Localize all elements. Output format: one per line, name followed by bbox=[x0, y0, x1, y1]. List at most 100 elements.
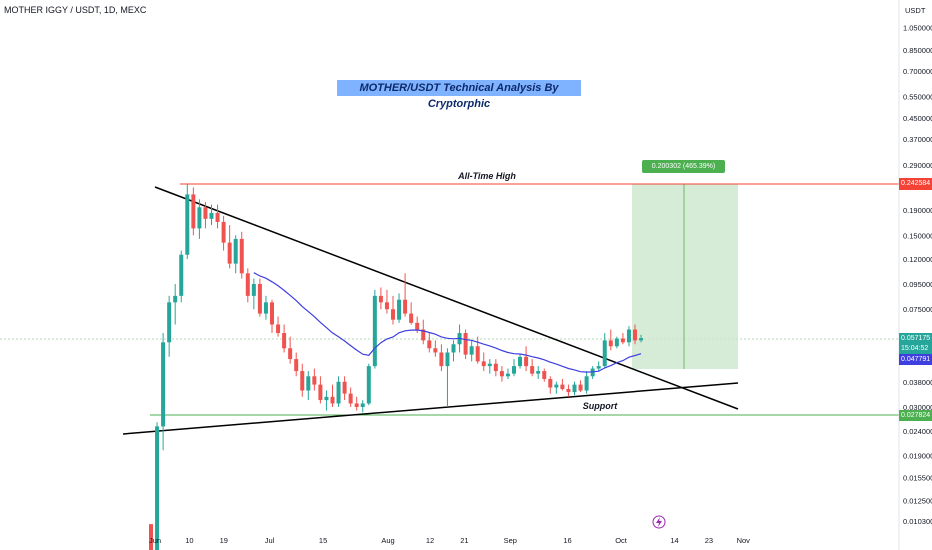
candle bbox=[403, 273, 408, 317]
candle bbox=[324, 390, 329, 411]
candle bbox=[548, 376, 553, 394]
candle bbox=[542, 368, 547, 382]
countdown-timer: 15:04:52 bbox=[901, 345, 929, 352]
current-price-value: 0.057175 bbox=[901, 335, 931, 342]
candle bbox=[197, 199, 202, 239]
ema-line bbox=[253, 272, 642, 373]
price-tick-label: 0.370000 bbox=[903, 135, 932, 144]
candle bbox=[336, 376, 341, 407]
candle bbox=[493, 359, 498, 377]
candle bbox=[215, 204, 220, 229]
candle bbox=[584, 371, 589, 394]
candle bbox=[463, 329, 468, 360]
candle bbox=[167, 295, 172, 357]
price-tick-label: 0.550000 bbox=[903, 93, 932, 102]
price-tick-label: 0.038000 bbox=[903, 378, 932, 387]
price-tick-label: 0.290000 bbox=[903, 161, 932, 170]
support-trendline bbox=[122, 382, 739, 435]
candle bbox=[203, 201, 208, 229]
candle bbox=[427, 333, 432, 353]
candle bbox=[409, 302, 414, 325]
candle bbox=[421, 319, 426, 345]
price-tick-label: 0.450000 bbox=[903, 114, 932, 123]
candle bbox=[209, 204, 214, 226]
candle bbox=[608, 329, 613, 351]
candle bbox=[487, 359, 492, 374]
current-price-tag: 0.057175 15:04:52 bbox=[899, 333, 932, 354]
time-tick-label: Oct bbox=[615, 536, 628, 545]
price-tick-label: 0.024000 bbox=[903, 427, 932, 436]
candle bbox=[348, 387, 353, 407]
candle bbox=[270, 299, 274, 334]
candle bbox=[578, 380, 583, 393]
candle bbox=[306, 371, 311, 401]
time-tick-label: Jun bbox=[149, 536, 161, 545]
price-axis-unit: USDT bbox=[905, 6, 926, 15]
price-axis[interactable]: USDT 1.050000 0.850000 0.700000 0.550000 0.45… bbox=[903, 6, 932, 526]
ema-price-tag: 0.047791 bbox=[899, 354, 932, 365]
candle bbox=[366, 363, 371, 406]
time-tick-label: 14 bbox=[670, 536, 678, 545]
candle bbox=[288, 336, 293, 364]
candle bbox=[469, 340, 474, 362]
candle bbox=[433, 340, 438, 357]
target-zone bbox=[632, 184, 738, 369]
time-tick-label: Nov bbox=[737, 536, 751, 545]
candle bbox=[276, 316, 281, 337]
price-tick-label: 0.700000 bbox=[903, 67, 932, 76]
measure-label: 0.200302 (465.39%) 200,302 bbox=[642, 160, 725, 183]
candle bbox=[312, 368, 317, 391]
time-tick-label: 16 bbox=[563, 536, 571, 545]
candle bbox=[239, 231, 244, 279]
price-tick-label: 0.010300 bbox=[903, 517, 932, 526]
candle bbox=[179, 250, 184, 303]
candle bbox=[530, 359, 535, 377]
candle bbox=[354, 396, 359, 411]
candle bbox=[221, 215, 226, 251]
price-tick-label: 0.019000 bbox=[903, 452, 932, 461]
candle bbox=[596, 361, 601, 372]
candle bbox=[602, 333, 607, 369]
candle bbox=[620, 333, 625, 345]
candle bbox=[245, 268, 250, 303]
time-tick-label: Sep bbox=[504, 536, 517, 545]
candle bbox=[233, 235, 238, 274]
candle bbox=[554, 381, 559, 394]
price-tick-label: 0.015500 bbox=[903, 473, 932, 482]
symbol-header: MOTHER IGGY / USDT, 1D, MEXC bbox=[4, 5, 147, 15]
candle bbox=[300, 363, 305, 397]
lightning-icon[interactable] bbox=[652, 515, 666, 529]
resistance-trendline bbox=[154, 186, 739, 410]
candle bbox=[512, 359, 516, 377]
time-tick-label: 23 bbox=[705, 536, 713, 545]
candle bbox=[451, 340, 456, 362]
candle bbox=[481, 352, 486, 372]
price-tick-label: 0.190000 bbox=[903, 206, 932, 215]
candle bbox=[149, 524, 153, 550]
price-tick-label: 0.030000 bbox=[903, 403, 932, 412]
candle bbox=[372, 289, 377, 369]
candle bbox=[227, 225, 232, 269]
time-tick-label: 19 bbox=[220, 536, 228, 545]
candle bbox=[155, 422, 160, 550]
candle bbox=[173, 284, 178, 325]
candle bbox=[590, 366, 595, 379]
price-tick-label: 0.095000 bbox=[903, 280, 932, 289]
time-axis[interactable]: Jun 10 19 Jul 15 Aug 12 21 Sep 16 Oct 14 23 Nov bbox=[149, 536, 750, 545]
price-tick-label: 0.012500 bbox=[903, 496, 932, 505]
candle bbox=[633, 324, 637, 345]
price-tick-label: 0.075000 bbox=[903, 305, 932, 314]
candle bbox=[161, 333, 166, 451]
candles-group bbox=[149, 183, 644, 550]
candle bbox=[318, 376, 323, 404]
candle bbox=[518, 354, 523, 369]
candle bbox=[282, 324, 287, 353]
time-tick-label: Aug bbox=[381, 536, 394, 545]
candle bbox=[499, 366, 504, 382]
candle bbox=[330, 384, 335, 407]
candle bbox=[626, 326, 631, 347]
candle bbox=[263, 295, 268, 320]
candle bbox=[378, 287, 383, 310]
